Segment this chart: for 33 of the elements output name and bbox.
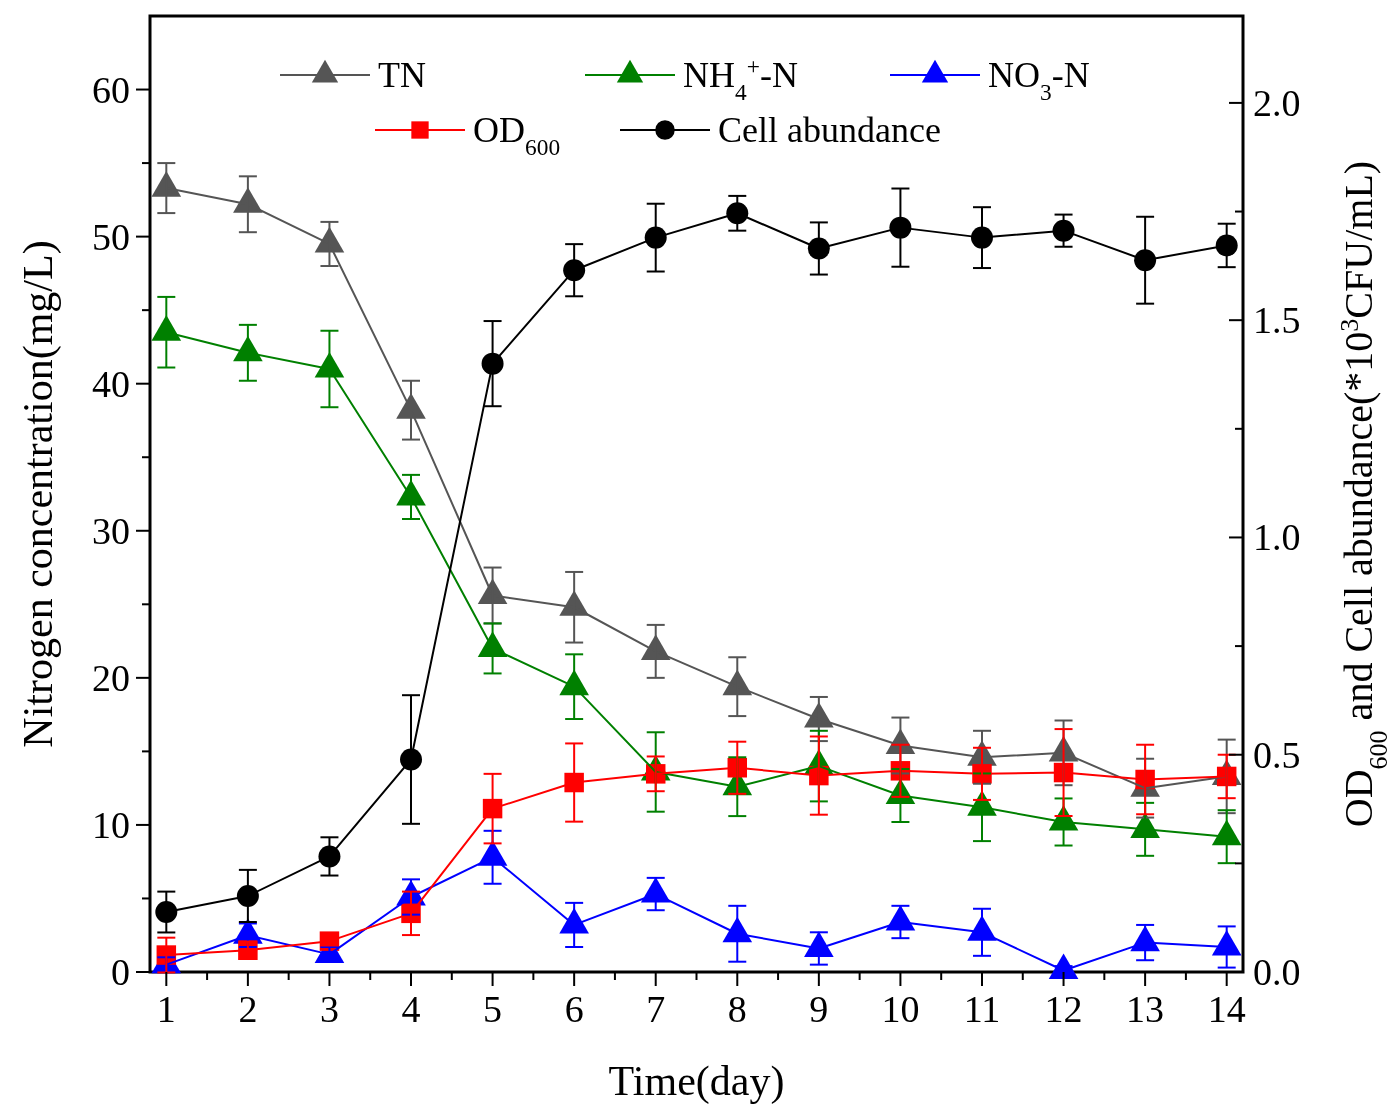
legend-label: Cell abundance xyxy=(718,110,941,150)
x-tick-label: 1 xyxy=(156,988,176,1030)
y-tick-label: 50 xyxy=(92,215,130,258)
y-axis-title: Nitrogen concentration(mg/L) xyxy=(15,240,62,748)
y2-tick-label: 0.0 xyxy=(1253,951,1301,993)
x-tick-label: 7 xyxy=(646,988,666,1030)
y2-tick-label: 0.5 xyxy=(1253,733,1301,776)
y-tick-label: 60 xyxy=(92,68,130,111)
y2-tick-label: 1.0 xyxy=(1253,516,1301,559)
y2-tick-label: 2.0 xyxy=(1253,81,1301,124)
x-tick-label: 2 xyxy=(238,988,258,1030)
legend-label: NH$_{4}$$^{+}$-N xyxy=(683,53,798,105)
y-tick-label: 10 xyxy=(92,803,130,846)
y-tick-label: 0 xyxy=(111,951,130,993)
y2-tick-label: 1.5 xyxy=(1253,299,1301,342)
x-tick-label: 12 xyxy=(1044,988,1083,1030)
x-tick-label: 11 xyxy=(963,988,1001,1030)
x-tick-label: 14 xyxy=(1207,988,1246,1030)
legend-label: TN xyxy=(378,55,426,95)
legend-label: NO$_{3}$-N xyxy=(988,55,1090,105)
y-tick-label: 20 xyxy=(92,656,130,699)
x-axis-title: Time(day) xyxy=(608,1058,785,1105)
x-tick-label: 13 xyxy=(1126,988,1165,1030)
y-tick-label: 40 xyxy=(92,362,130,405)
x-tick-label: 4 xyxy=(401,988,421,1030)
x-tick-label: 9 xyxy=(809,988,829,1030)
legend-label: OD$_{600}$ xyxy=(473,110,561,160)
y-tick-label: 30 xyxy=(92,509,130,552)
x-tick-label: 8 xyxy=(727,988,747,1030)
x-tick-label: 10 xyxy=(881,988,920,1030)
x-tick-label: 5 xyxy=(483,988,503,1030)
x-tick-label: 3 xyxy=(319,988,339,1030)
x-tick-label: 6 xyxy=(564,988,584,1030)
